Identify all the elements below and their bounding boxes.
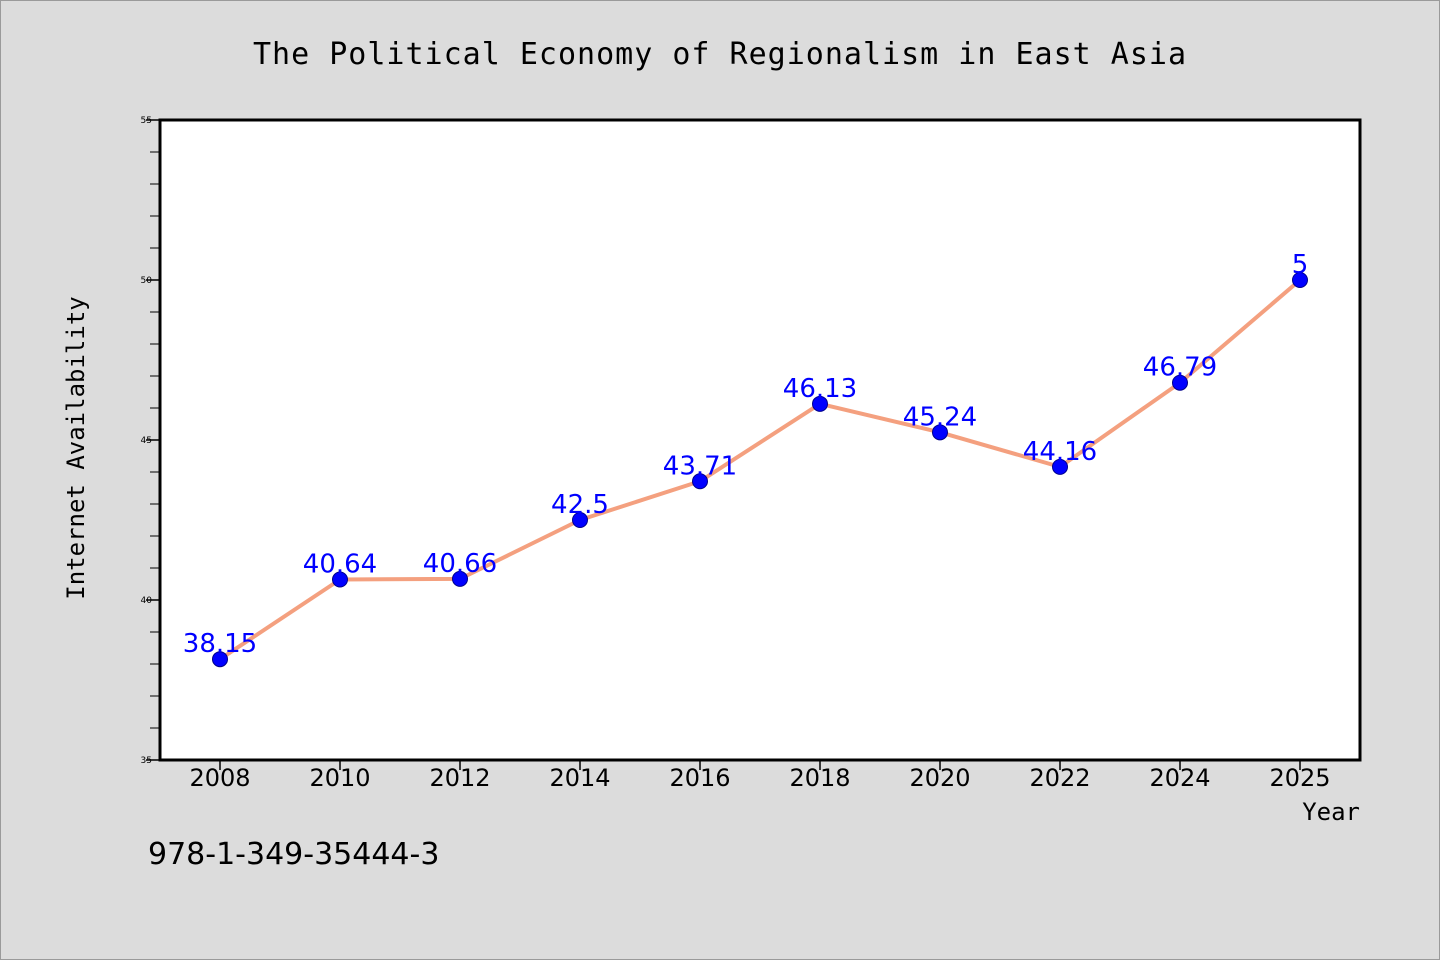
x-tick-label: 2022 [1029,764,1090,792]
data-label: 43.71 [663,451,737,481]
x-tick-label: 2024 [1149,764,1210,792]
y-tick-label: 50 [141,276,153,286]
data-point [1172,374,1188,391]
data-label: 40.66 [423,549,497,579]
x-tick-label: 2012 [429,764,490,792]
data-label: 46.13 [783,374,857,404]
x-axis: 2008 2010 2012 2014 2016 2018 2020 2022 2024 2025 [189,760,1331,792]
data-point [212,651,228,668]
data-label: 5 [1292,250,1309,280]
series-line [218,278,1302,662]
plot-area [160,120,1360,760]
data-label: 42.5 [551,490,609,520]
data-label: 46.79 [1143,353,1217,383]
data-point [932,424,948,441]
data-label: 38.15 [183,629,257,659]
data-label: 45.24 [903,402,977,432]
y-axis: 35 40 45 50 55 [141,116,160,766]
data-point [812,395,828,412]
x-tick-label: 2018 [789,764,850,792]
plot-frame [158,118,1362,762]
x-tick-label: 2025 [1269,764,1330,792]
data-point [452,570,468,587]
data-point [1052,458,1068,475]
data-point [692,473,708,490]
y-tick-label: 45 [141,436,152,446]
y-tick-label: 55 [141,116,152,126]
data-point [332,571,348,588]
chart-title: The Political Economy of Regionalism in … [253,37,1187,72]
data-point [1292,272,1308,288]
x-tick-label: 2014 [549,764,610,792]
y-tick-label: 35 [141,756,152,766]
x-tick-label: 2008 [189,764,250,792]
data-point [572,512,588,528]
x-tick-label: 2020 [909,764,970,792]
data-label: 44.16 [1023,437,1097,467]
x-tick-label: 2010 [309,764,370,792]
x-tick-label: 2016 [669,764,730,792]
x-axis-label: Year [1302,798,1360,826]
y-axis-label: Internet Availability [62,296,90,599]
y-tick-label: 40 [141,596,153,606]
isbn-text: 978-1-349-35444-3 [148,837,439,872]
data-label: 40.64 [303,550,377,580]
series-group: 38.15 40.64 40.66 42.5 43.71 46.13 45.24 44.16 4… [183,250,1309,668]
